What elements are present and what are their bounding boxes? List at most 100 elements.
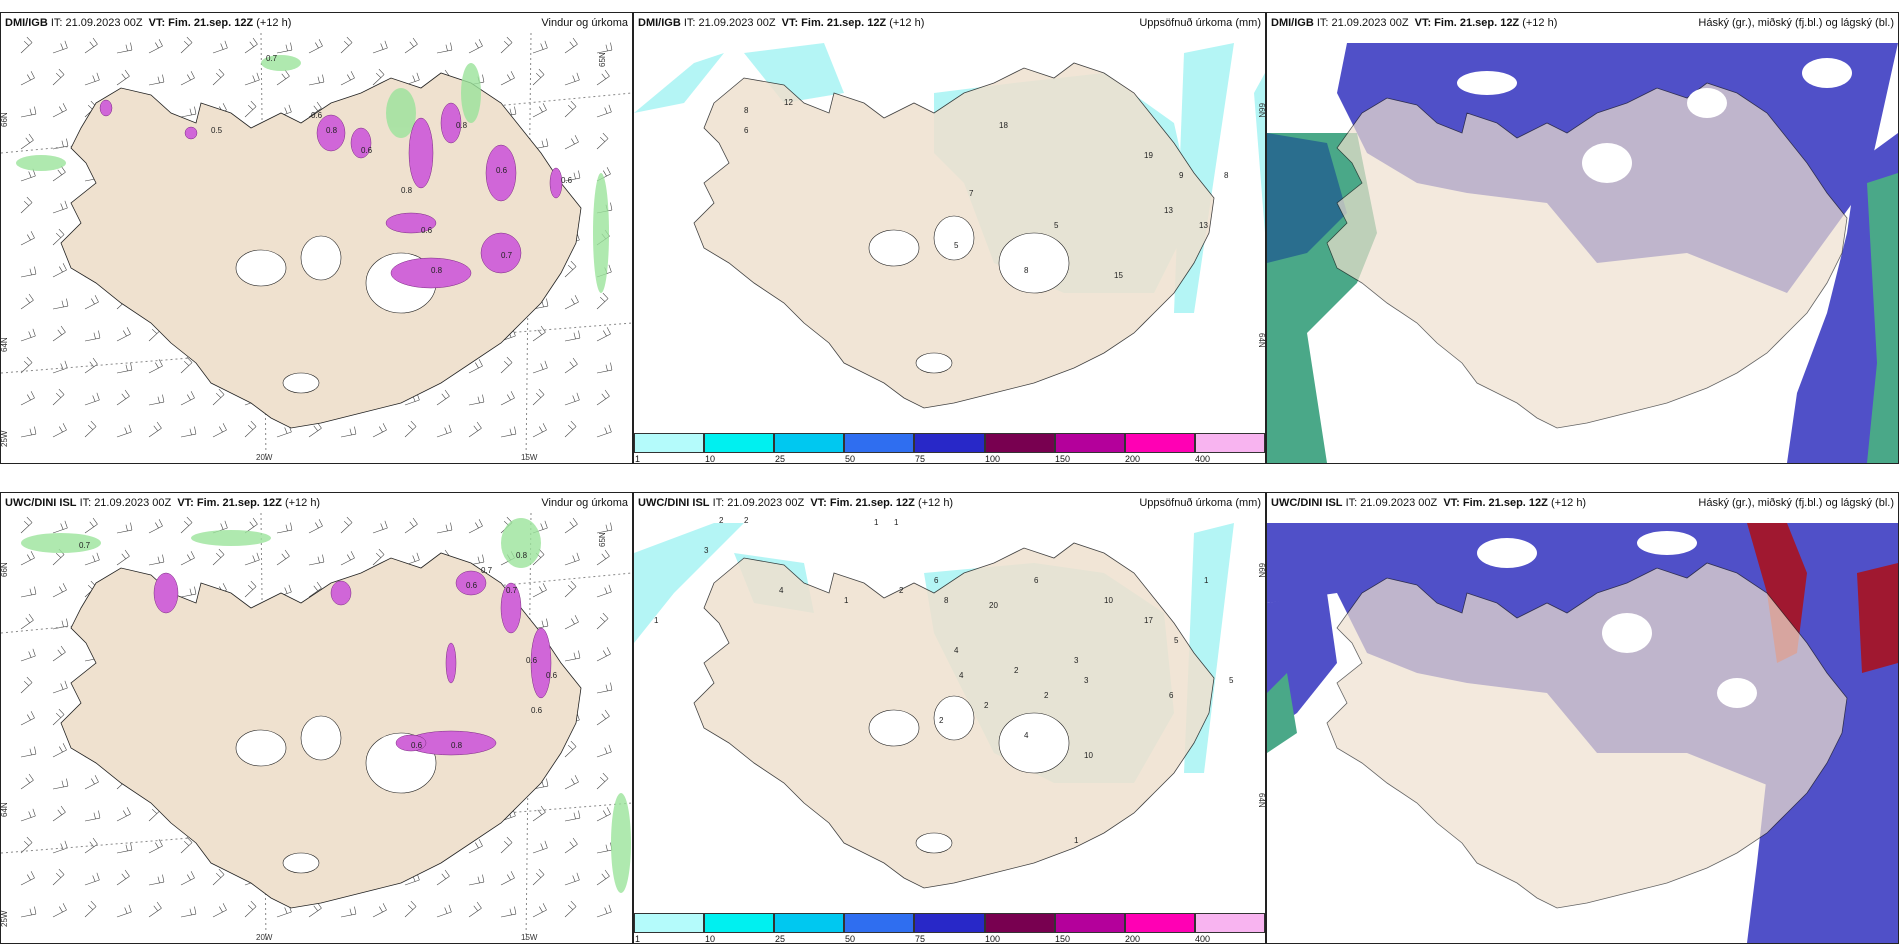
wind-barb	[404, 900, 417, 918]
wind-barb	[372, 548, 385, 566]
lat-label: 65N	[598, 532, 607, 547]
wind-barb	[20, 231, 35, 246]
value-label: 0.6	[311, 111, 323, 120]
wind-barb	[596, 647, 611, 662]
wind-barb	[180, 871, 195, 886]
wind-barb	[116, 869, 130, 886]
value-label: 0.7	[506, 586, 518, 595]
wind-barb	[180, 71, 195, 86]
wind-barb	[564, 615, 579, 630]
value-label: 0.6	[546, 671, 558, 680]
colorbar-swatch	[704, 913, 775, 933]
panel-title: Uppsöfnuð úrkoma (mm)	[1139, 17, 1261, 29]
vt-label: VT:	[1443, 497, 1460, 509]
colorbar-swatch	[844, 913, 915, 933]
colorbar-swatch	[774, 433, 845, 453]
panel-title: Vindur og úrkoma	[541, 497, 628, 509]
wind-barb	[564, 420, 577, 438]
red-cloud	[1857, 563, 1898, 673]
wind-barb	[596, 104, 612, 118]
value-label: 19	[1144, 151, 1153, 160]
wind-barb	[84, 900, 97, 918]
panel-header: DMI/IGB IT: 21.09.2023 00Z VT: Fim. 21.se…	[634, 13, 1265, 33]
wind-barb	[20, 71, 35, 86]
wind-barb	[340, 36, 353, 54]
value-label: 5	[1174, 636, 1179, 645]
wind-barb	[84, 872, 100, 886]
value-label: 1	[894, 518, 899, 527]
wind-barb	[596, 42, 613, 54]
wind-barb	[436, 424, 452, 438]
wind-barb	[148, 554, 165, 566]
wind-barb	[116, 69, 130, 86]
colorbar-swatch	[984, 433, 1055, 453]
wind-barb	[116, 522, 133, 534]
wind-barb	[500, 71, 515, 86]
vt-value: Fim. 21.sep. 12Z	[801, 17, 887, 29]
wind-barb	[52, 708, 65, 726]
wind-barb	[212, 903, 227, 918]
wind-barb	[212, 388, 225, 406]
wind-barb	[468, 519, 483, 534]
colorbar-swatch	[634, 913, 705, 933]
wind-barb	[52, 360, 68, 374]
value-label: 0.6	[496, 166, 508, 175]
vt-value: Fim. 21.sep. 12Z	[1434, 17, 1520, 29]
wind-barb	[532, 360, 548, 374]
wind-barb	[148, 359, 163, 374]
panel-header: UWC/DINI ISL IT: 21.09.2023 00Z VT: Fim. …	[634, 493, 1265, 513]
iceland-landmass	[1326, 562, 1848, 909]
wind-barb	[564, 357, 578, 374]
wind-barb	[596, 772, 609, 790]
wind-barb	[596, 709, 610, 726]
wind-barb	[564, 872, 580, 886]
value-label: 8	[944, 596, 949, 605]
wind-barb	[244, 100, 257, 118]
colorbar-tick: 400	[1195, 934, 1211, 944]
lat-label: 66N	[1257, 563, 1265, 578]
wind-barb	[276, 69, 290, 86]
wind-barb	[52, 263, 67, 278]
map-clouds	[1267, 513, 1898, 943]
it-value: 21.09.2023 00Z	[727, 497, 805, 509]
wind-barb	[84, 517, 98, 534]
wind-barb	[564, 650, 581, 662]
wind-barb	[596, 389, 610, 406]
wind-barb	[468, 359, 483, 374]
wind-barb	[180, 106, 197, 118]
wind-barb	[564, 170, 581, 182]
wind-barb	[340, 906, 357, 918]
value-label: 0.7	[501, 251, 513, 260]
wind-barb	[212, 548, 225, 566]
accum-values: 2 2 1 1 1 3 4 1 6 6 10 8 2 20 17 5 4 3 2…	[654, 516, 1234, 845]
wind-barb	[340, 71, 355, 86]
wind-barb	[372, 520, 388, 534]
wind-barb	[84, 420, 97, 438]
value-label: 12	[784, 98, 793, 107]
wind-barb	[308, 101, 322, 118]
wind-barb	[52, 680, 68, 694]
wind-barb	[148, 519, 163, 534]
precip-values: 0.7 0.8 0.7 0.6 0.6 0.6 0.6 0.8 0.7 0.6	[79, 541, 558, 750]
wind-barb	[84, 775, 99, 790]
iceland-landmass	[1326, 82, 1848, 429]
axis-labels: 66N 64N	[1257, 563, 1265, 808]
wind-barb	[148, 394, 165, 406]
wind-barb	[20, 808, 36, 822]
panel-dmi-clouds: DMI/IGB IT: 21.09.2023 00Z VT: Fim. 21.se…	[1266, 12, 1899, 464]
value-label: 1	[654, 616, 659, 625]
wind-barb	[244, 552, 260, 566]
wind-barb	[372, 903, 387, 918]
wind-barb	[468, 39, 483, 54]
value-label: 0.6	[466, 581, 478, 590]
wind-barb	[564, 517, 578, 534]
panel-uwc-accum-precip: UWC/DINI ISL IT: 21.09.2023 00Z VT: Fim. …	[633, 492, 1266, 944]
it-value: 21.09.2023 00Z	[65, 17, 143, 29]
wind-barb	[564, 810, 581, 822]
wind-barb	[180, 516, 193, 534]
colorbar-swatch	[1054, 913, 1125, 933]
colorbar-tick: 150	[1055, 934, 1071, 944]
wind-barb	[20, 676, 33, 694]
wind-barb	[20, 773, 34, 790]
colorbar-swatch	[1124, 433, 1195, 453]
